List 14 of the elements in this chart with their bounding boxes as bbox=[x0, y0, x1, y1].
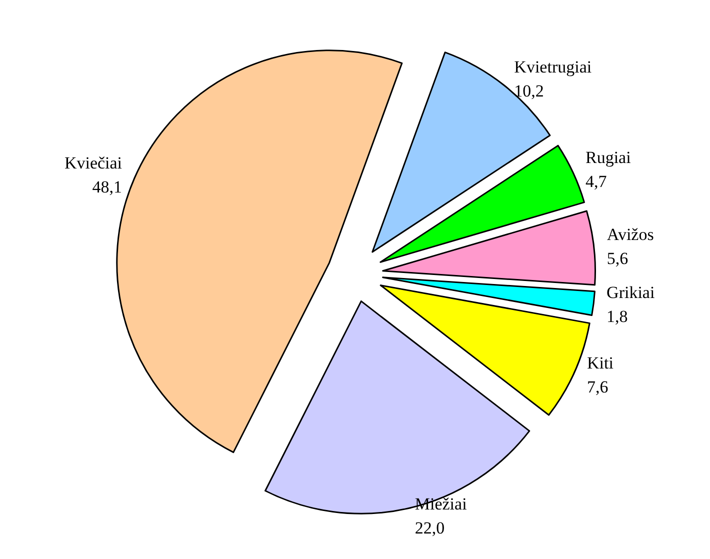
data-label: 5,6 bbox=[606, 249, 628, 268]
data-label: 1,8 bbox=[606, 306, 628, 326]
slice-label: Grikiai bbox=[606, 282, 655, 302]
slice-label: Kiti bbox=[587, 353, 614, 372]
data-label: 48,1 bbox=[92, 178, 122, 197]
slice-label: Miežiai bbox=[414, 494, 468, 514]
slice-label: Kvietrugiai bbox=[514, 58, 592, 77]
data-label: 7,6 bbox=[587, 377, 608, 396]
data-label: 4,7 bbox=[585, 172, 608, 192]
slice-label: Rugiai bbox=[585, 148, 632, 168]
slice-label: Avižos bbox=[606, 225, 654, 244]
slice-label: Kviečiai bbox=[64, 154, 122, 173]
data-label: 22,0 bbox=[414, 518, 445, 538]
data-label: 10,2 bbox=[514, 82, 544, 101]
